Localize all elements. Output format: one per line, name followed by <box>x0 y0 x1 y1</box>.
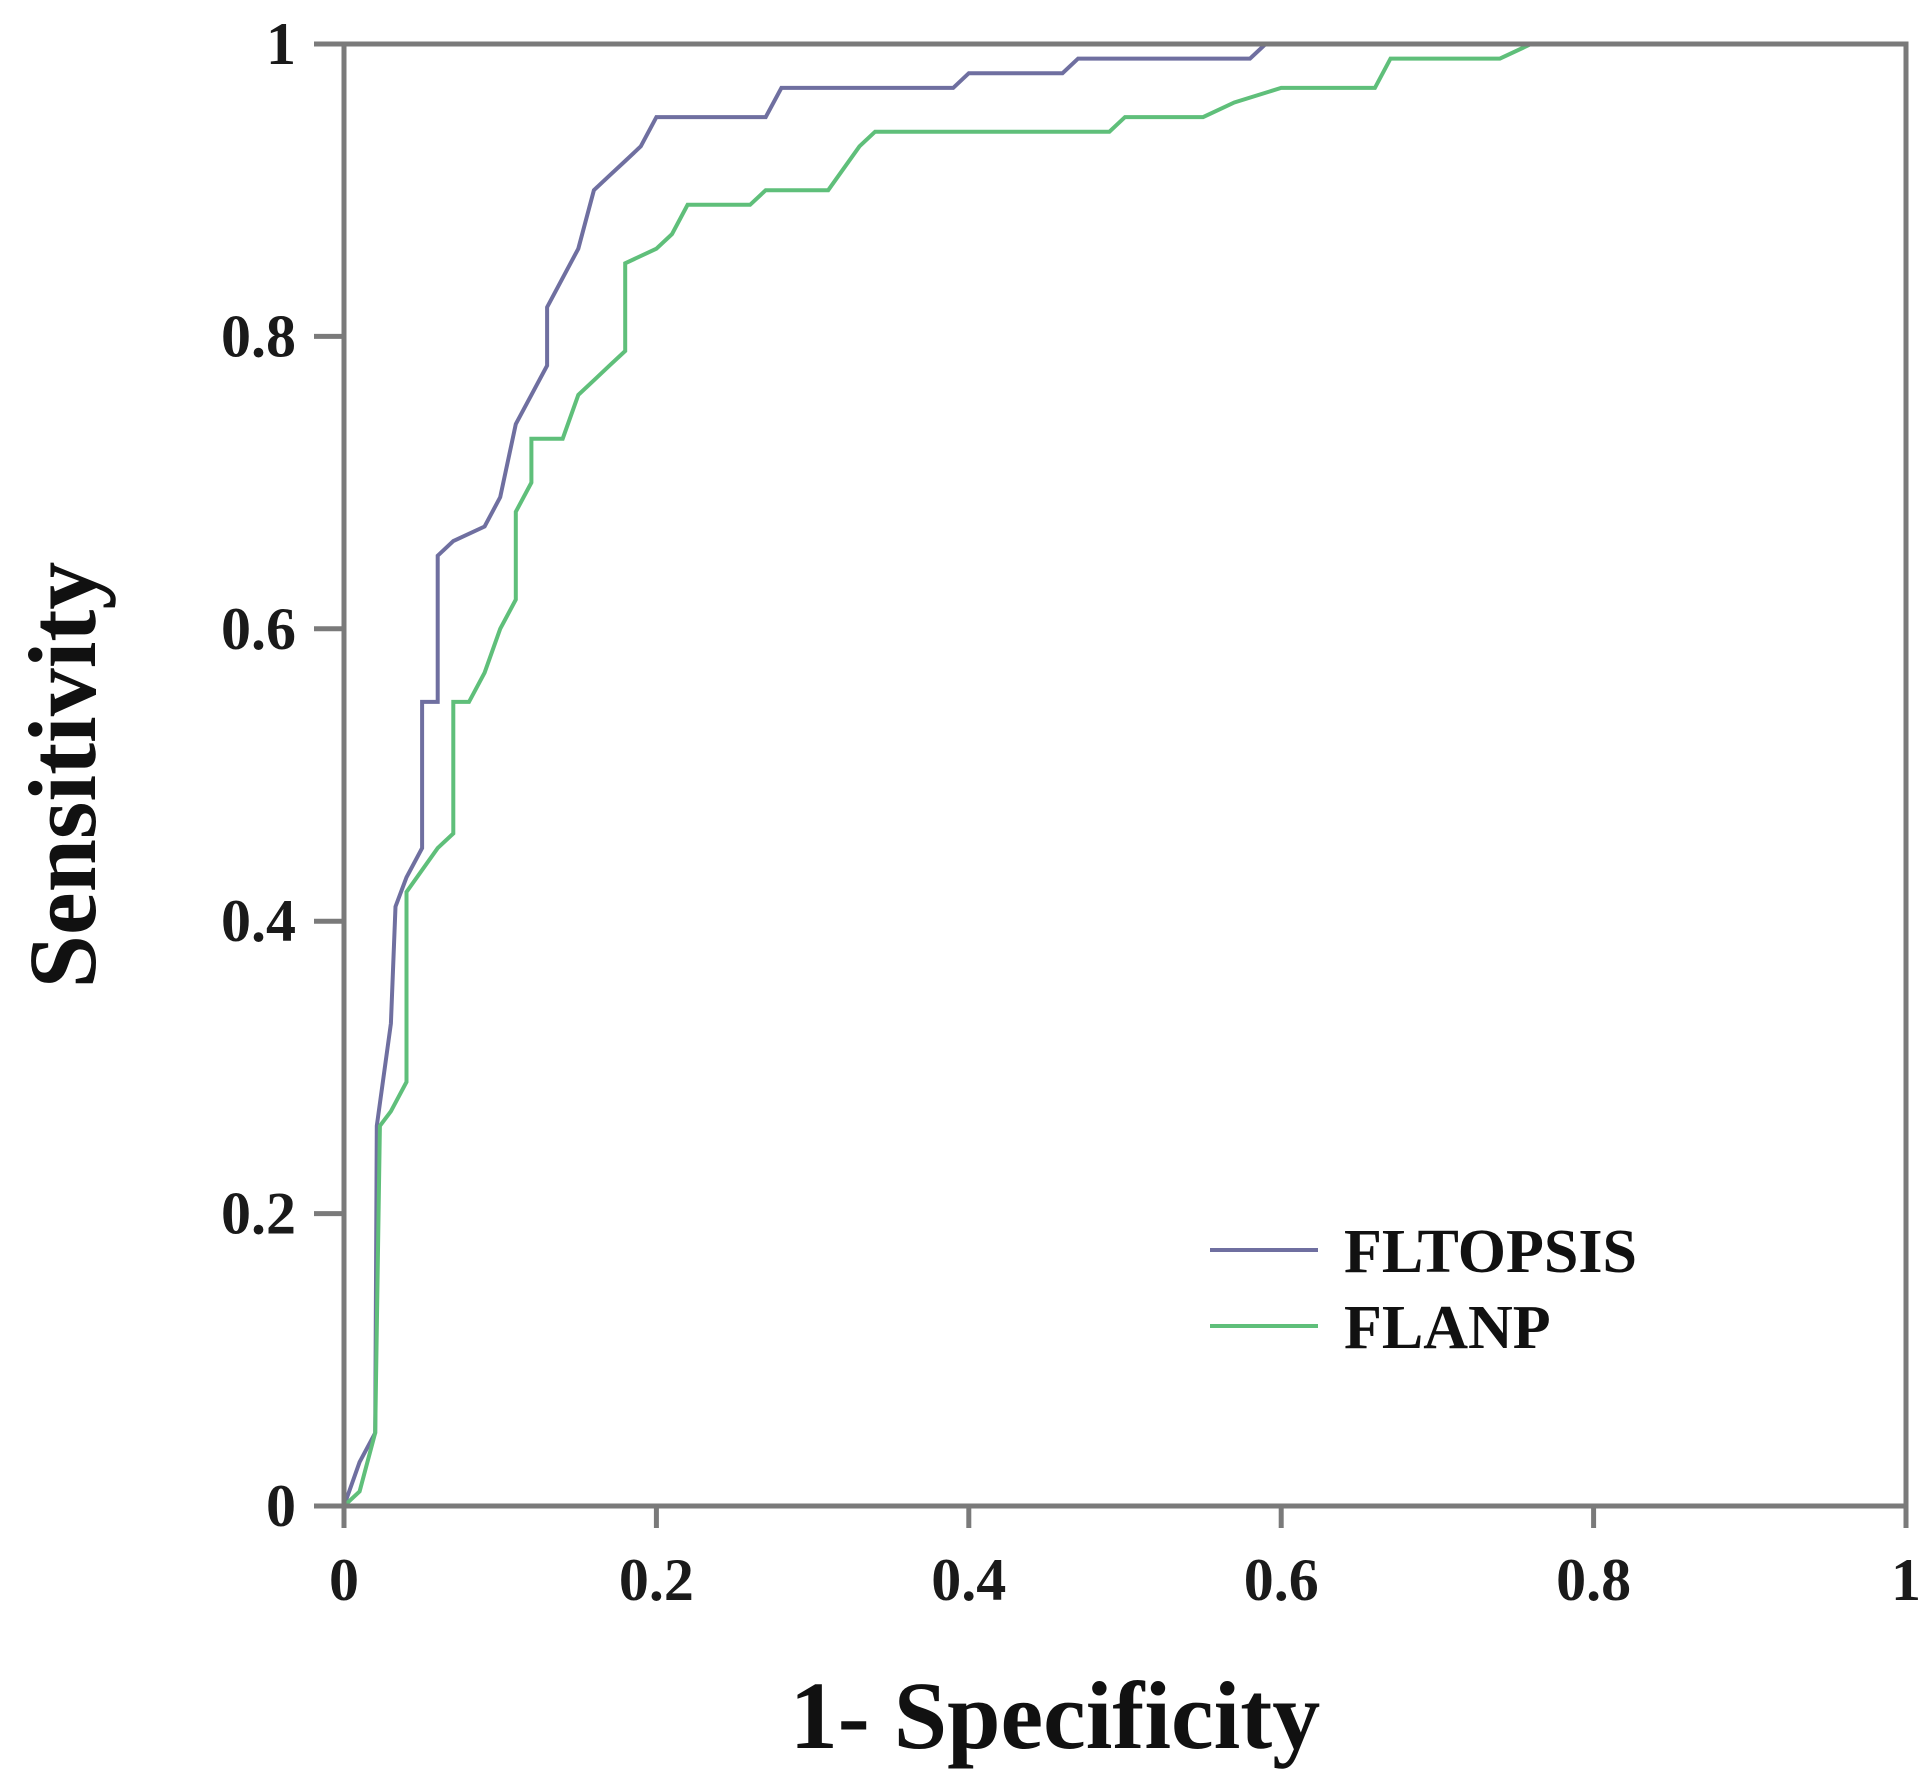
x-tick-label: 0 <box>329 1547 359 1613</box>
y-axis: 0 0.2 0.4 0.6 0.8 1 <box>221 11 344 1539</box>
plot-frame <box>341 41 1909 1509</box>
x-tick-label: 1 <box>1891 1547 1921 1613</box>
y-tick-label: 0.4 <box>221 888 296 954</box>
x-tick-label: 0.8 <box>1556 1547 1631 1613</box>
x-tick-label: 0.4 <box>931 1547 1006 1613</box>
series-line-flanp <box>342 42 1906 1508</box>
y-tick-label: 0.8 <box>221 303 296 369</box>
y-tick-label: 0.2 <box>221 1181 296 1247</box>
x-tick-label: 0.6 <box>1244 1547 1319 1613</box>
series-layer <box>342 42 1906 1508</box>
y-axis-label: Sensitivity <box>9 562 116 989</box>
x-axis: 0 0.2 0.4 0.6 0.8 1 <box>329 1506 1921 1613</box>
y-tick-label: 1 <box>266 11 296 77</box>
x-axis-label: 1- Specificity <box>790 1662 1321 1769</box>
legend-label-flanp: FLANP <box>1344 1294 1551 1362</box>
series-line-fltopsis <box>342 42 1906 1507</box>
y-tick-label: 0 <box>266 1473 296 1539</box>
legend-label-fltopsis: FLTOPSIS <box>1344 1218 1637 1286</box>
y-tick-label: 0.6 <box>221 596 296 662</box>
x-tick-label: 0.2 <box>619 1547 694 1613</box>
legend: FLTOPSIS FLANP <box>1210 1218 1637 1362</box>
